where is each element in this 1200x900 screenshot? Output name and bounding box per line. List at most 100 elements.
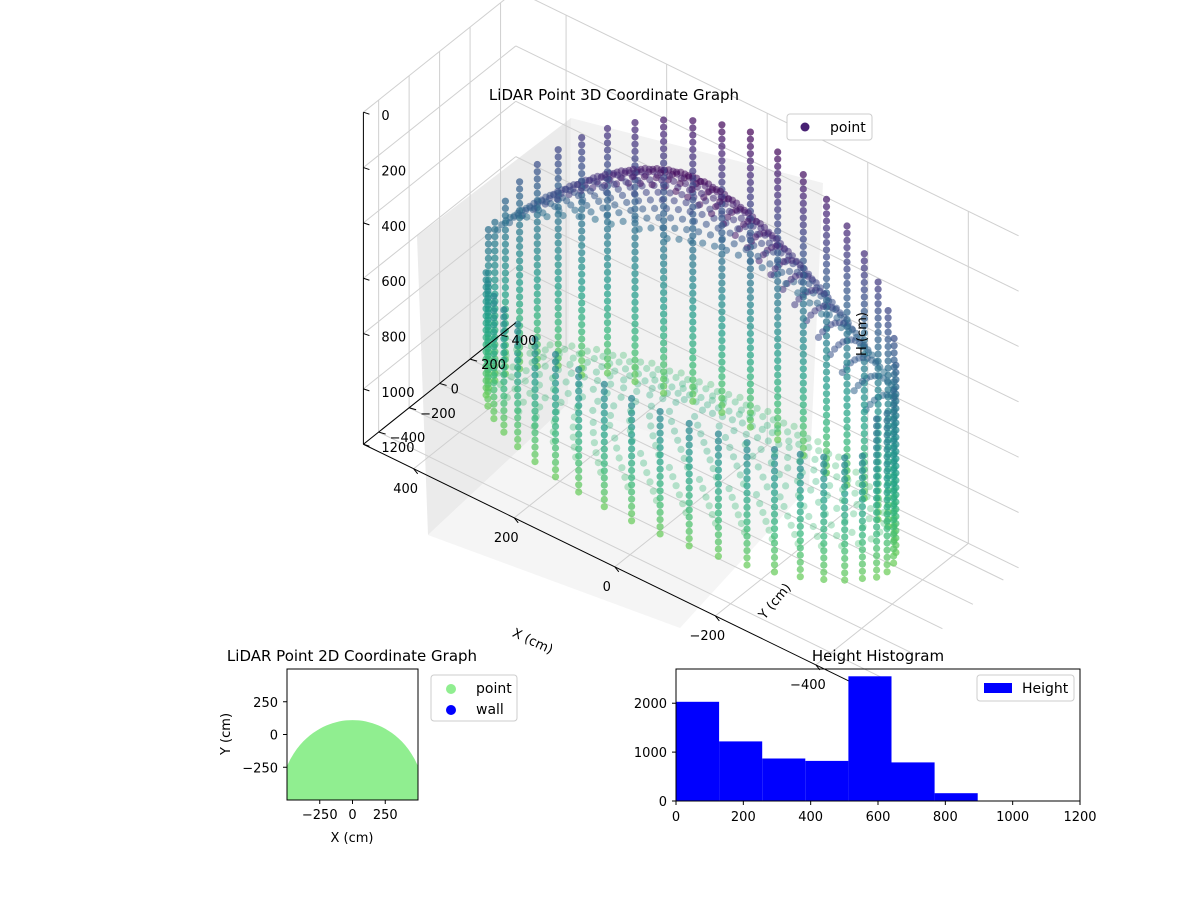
lidar-point-3d (656, 465, 664, 473)
lidar-point-3d (726, 443, 734, 451)
lidar-point-3d (774, 170, 782, 178)
lidar-point-3d (746, 286, 755, 294)
lidar-point-3d (759, 473, 767, 481)
lidar-point-3d (637, 449, 645, 458)
lidar-point-3d (843, 445, 851, 453)
lidar-point-3d (554, 239, 562, 247)
lidar-point-3d (718, 373, 726, 381)
lidar-point-3d (554, 146, 562, 154)
lidar-point-3d (482, 319, 490, 327)
lidar-point-3d (551, 350, 560, 359)
lidar-point-3d (599, 352, 607, 360)
grid-line-z-side (363, 45, 517, 168)
lidar-point-3d (758, 264, 766, 272)
lidar-point-3d (865, 515, 873, 523)
lidar-point-3d (746, 232, 754, 240)
lidar-point-3d (873, 487, 881, 495)
lidar-point-3d (689, 390, 697, 398)
lidar-point-3d (655, 214, 663, 222)
lidar-point-3d (771, 265, 779, 273)
lidar-point-3d (698, 210, 706, 219)
lidar-point-3d (541, 394, 549, 402)
lidar-point-3d (685, 441, 693, 449)
lidar-point-3d (728, 493, 736, 501)
lidar-point-3d (623, 198, 631, 207)
lidar-point-3d (689, 311, 697, 319)
lidar-point-3d (660, 137, 668, 146)
lidar-point-3d (482, 384, 490, 392)
lidar-point-3d (799, 422, 807, 430)
lidar-point-3d (657, 383, 665, 391)
grid-line-z-side (363, 156, 517, 279)
lidar-point-3d (822, 224, 831, 232)
lidar-point-3d (858, 567, 867, 575)
lidar-point-3d (603, 311, 612, 320)
lidar-point-3d (822, 382, 831, 391)
lidar-point-3d (711, 519, 720, 527)
lidar-point-3d (549, 438, 557, 446)
lidar-point-3d (752, 233, 760, 241)
lidar-point-3d (725, 485, 733, 493)
lidar-point-3d (822, 217, 831, 225)
lidar-point-3d (814, 438, 822, 446)
lidar-point-3d (799, 329, 807, 337)
lidar-point-3d (860, 307, 868, 315)
lidar-point-3d (774, 162, 782, 170)
lidar-point-3d (774, 393, 782, 401)
lidar-point-3d (656, 480, 664, 488)
lidar-point-3d (770, 568, 779, 576)
y-tick-label-histogram: 0 (659, 795, 667, 810)
lidar-point-3d (554, 182, 562, 190)
lidar-point-3d (858, 452, 867, 460)
lidar-point-3d (784, 512, 792, 520)
lidar-point-3d (714, 404, 723, 412)
lidar-point-3d (500, 363, 508, 371)
lidar-point-3d (890, 480, 898, 488)
lidar-point-3d (578, 155, 586, 163)
lidar-point-3d (482, 326, 490, 334)
lidar-point-3d (533, 290, 541, 298)
lidar-point-3d (774, 421, 782, 429)
lidar-point-3d (874, 292, 882, 301)
lidar-point-3d (726, 229, 734, 237)
lidar-point-3d (764, 437, 772, 445)
lidar-point-3d (641, 377, 649, 385)
lidar-point-3d (884, 342, 892, 351)
lidar-point-3d (631, 327, 639, 335)
lidar-point-3d (718, 135, 726, 143)
lidar-point-3d (820, 561, 828, 569)
lidar-point-3d (799, 336, 807, 344)
lidar-point-3d (718, 279, 726, 287)
lidar-point-3d (774, 436, 782, 444)
lidar-point-3d (841, 533, 849, 541)
lidar-point-3d (858, 517, 867, 525)
z-tick-3d (363, 388, 370, 392)
lidar-point-3d (867, 505, 875, 513)
lidar-point-3d (774, 256, 782, 264)
lidar-point-3d (796, 450, 804, 458)
lidar-point-3d (724, 213, 732, 221)
lidar-point-3d (843, 272, 851, 280)
lidar-point-3d (603, 240, 612, 248)
lidar-point-3d (551, 473, 560, 481)
lidar-point-3d (767, 271, 775, 279)
lidar-point-3d (689, 145, 697, 154)
lidar-point-3d (820, 547, 828, 555)
lidar-point-3d (500, 414, 508, 422)
lidar-point-3d (874, 336, 882, 344)
lidar-point-3d (533, 160, 541, 169)
lidar-point-3d (656, 436, 664, 444)
lidar-point-3d (873, 451, 881, 459)
lidar-point-3d (660, 353, 668, 361)
lidar-point-3d (587, 208, 595, 216)
lidar-point-3d (554, 275, 562, 283)
lidar-point-3d (814, 333, 823, 341)
lidar-point-3d (531, 400, 539, 408)
lidar-point-3d (573, 403, 582, 411)
lidar-point-3d (490, 328, 498, 336)
lidar-point-3d (746, 135, 755, 143)
z-tick-3d (363, 111, 370, 115)
lidar-point-3d (531, 378, 539, 386)
lidar-point-3d (484, 247, 492, 255)
legend-2d-marker-wall (446, 705, 456, 715)
